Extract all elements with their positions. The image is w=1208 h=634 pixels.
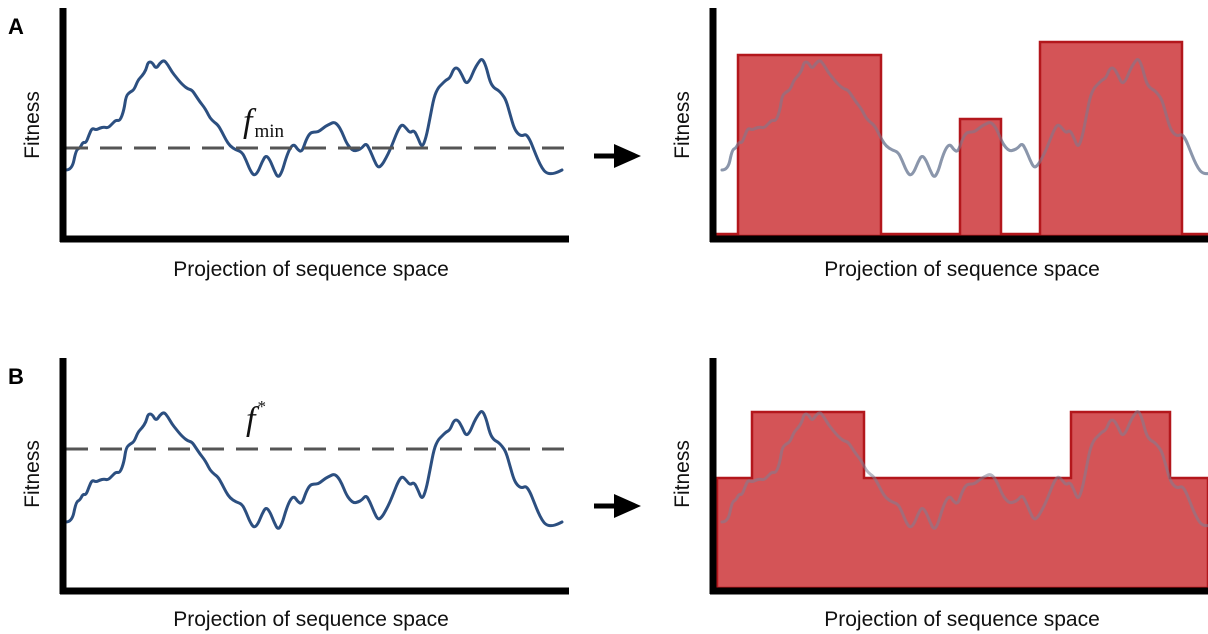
landscape-curve-overlay [720,410,1208,530]
x-axis-label: Projection of sequence space [824,258,1100,281]
threshold-label: f * [246,397,266,438]
threshold-subscript: min [254,121,284,142]
x-axis-label: Projection of sequence space [173,258,449,281]
fitness-fill-step [715,410,1208,590]
threshold-label: f min [243,103,285,142]
plot-b-right: Fitness Projection of sequence space [671,358,1208,631]
plot-a-right: Fitness Projection of sequence space [671,8,1208,281]
y-axis-label: Fitness [21,91,44,159]
y-axis-label: Fitness [671,91,694,159]
y-axis-label: Fitness [21,440,44,508]
panel-a: A f min Fitness Projection of sequence sp… [8,8,1208,281]
x-axis-label: Projection of sequence space [824,608,1100,631]
plot-a-left: f min Fitness Projection of sequence spac… [21,8,569,281]
plot-b-left: f * Fitness Projection of sequence space [21,358,569,631]
panel-b: B f * Fitness Projection of sequence spac… [8,358,1208,631]
panel-label-a: A [8,14,24,39]
landscape-curve-overlay [720,58,1208,178]
panel-label-b: B [8,364,24,389]
y-axis-label: Fitness [671,440,694,508]
threshold-superscript: * [257,397,266,416]
right-arrow-icon [594,144,641,168]
x-axis-label: Projection of sequence space [173,608,449,631]
landscape-curve [64,58,564,178]
landscape-curve [64,410,564,530]
right-arrow-icon [594,494,641,518]
